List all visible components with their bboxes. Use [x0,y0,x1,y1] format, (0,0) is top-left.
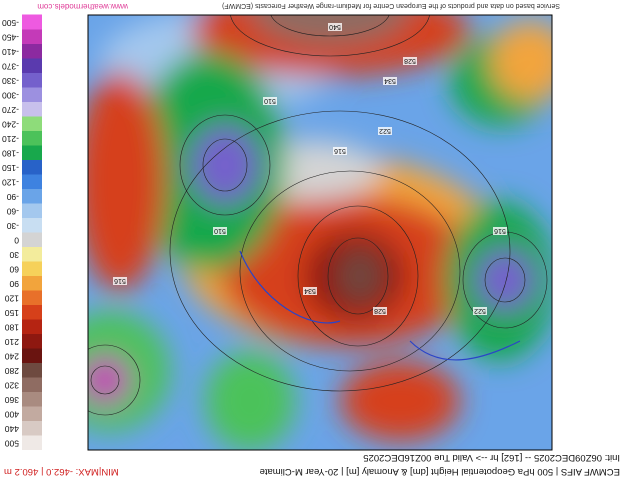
colorbar-label: 180 [5,323,19,333]
contour-label-bg [213,227,227,235]
colorbar-swatch [22,420,42,436]
colorbar-swatch [22,377,42,392]
colorbar-label: 150 [5,308,19,318]
site: www.weathermodels.com [37,2,129,11]
colorbar-label: -270 [2,105,19,115]
colorbar-label: 90 [9,279,19,289]
colorbar-swatch [22,275,42,291]
contour-label-bg [403,57,417,65]
contour-label-bg [493,227,507,235]
colorbar-label: 120 [5,294,19,304]
colorbar-swatch [22,217,42,233]
contour-label: 534 [384,77,396,84]
colorbar-label: -370 [2,62,19,72]
colorbar-label: 400 [5,410,19,420]
colorbar-swatch [22,188,42,204]
credit: Service based on data and products of th… [222,2,560,9]
map: 540 534 528 522 516 510 534 528 516 522 516 510 [88,15,552,450]
colorbar-swatch [22,159,42,175]
colorbar-label: 280 [5,366,19,376]
contour-label: 528 [374,307,386,314]
contour-label-bg [473,307,487,315]
contour-label-bg [333,147,347,155]
colorbar-label: -410 [2,47,19,57]
min-max: MIN|MAX: -462.0 | 460.2 m [4,466,119,477]
colorbar-label: 240 [5,352,19,362]
colorbar-swatch [22,290,42,305]
colorbar-label: 0 [14,236,19,246]
colorbar-label: -300 [2,91,19,101]
contour-label: 528 [404,57,416,64]
colorbar-swatch [22,261,42,276]
colorbar-swatch [22,203,42,218]
colorbar-label: -450 [2,33,19,43]
colorbar-label: 30 [9,250,19,260]
contour-label: 516 [494,227,506,234]
contour-label-bg [378,127,392,135]
contour-label: 522 [379,127,391,134]
contour-label: 516 [114,277,126,284]
contour-label: 522 [474,307,486,314]
colorbar-swatch [22,391,42,407]
colorbar-label: 320 [5,381,19,391]
colorbar-swatch [22,116,42,131]
colorbar-swatch [22,362,42,378]
colorbar-label: 360 [5,395,19,405]
colorbar-swatch [22,406,42,421]
colorbar-swatch [22,333,42,349]
colorbar-swatch [22,435,42,450]
contour-label: 516 [334,147,346,154]
contour-label: 534 [304,287,316,294]
colorbar-swatch [22,174,42,189]
map-title: ECMWF AIFS | 500 hPa Geopotential Height… [260,466,620,477]
colorbar-swatch [22,43,42,59]
colorbar-label: -240 [2,120,19,130]
colorbar-label: -150 [2,163,19,173]
colorbar-label: -210 [2,134,19,144]
contour-label-bg [113,277,127,285]
colorbar-swatch [22,319,42,334]
colorbar-label: -90 [6,192,19,202]
colorbar-label: -180 [2,149,19,159]
colorbar-swatch [22,87,42,102]
colorbar-swatch [22,29,42,44]
colorbar-label: -330 [2,76,19,86]
colorbar-label: 210 [5,337,19,347]
colorbar-label: -500 [2,18,19,28]
colorbar-swatch [22,145,42,160]
colorbar-swatch [22,232,42,247]
colorbar-label: 60 [9,265,19,275]
colorbar-swatch [22,72,42,88]
contour-label-bg [303,287,317,295]
colorbar-label: -60 [6,207,19,217]
contour-label-bg [373,307,387,315]
contour-label-bg [328,23,342,31]
colorbar-swatch [22,101,42,117]
colorbar-swatch [22,14,42,30]
colorbar-label: -120 [2,178,19,188]
contour-label: 540 [329,23,341,30]
colorbar-label: -30 [6,221,19,231]
colorbar-label: 500 [5,439,19,449]
contour-label-bg [263,97,277,105]
colorbar-label: 440 [5,424,19,434]
contour-label: 510 [214,227,226,234]
colorbar-swatch [22,58,42,73]
contour-label: 510 [264,97,276,104]
colorbar-swatch [22,304,42,320]
colorbar-swatch [22,348,42,363]
colorbar-swatch [22,246,42,262]
contour-label-bg [383,77,397,85]
init-time: Init: 06Z09DEC2025 -- [162] hr --> Valid… [363,452,620,463]
colorbar: 500 440 400 360 320 280 240 210 180 150 120 90 60 30 0… [2,14,42,450]
colorbar-swatch [22,130,42,146]
